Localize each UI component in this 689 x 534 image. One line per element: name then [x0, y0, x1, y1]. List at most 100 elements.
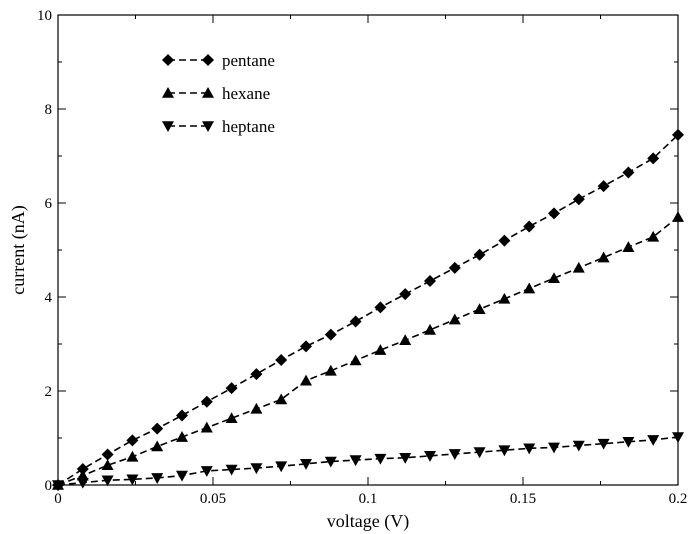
data-point-hexane — [597, 251, 610, 263]
series-pentane — [52, 128, 684, 491]
data-point-pentane — [498, 234, 511, 247]
data-point-hexane — [76, 469, 89, 481]
axis-tick-labels: 0 0.05 0.1 0.15 0.2 0 2 4 6 8 10 — [37, 8, 687, 507]
data-point-heptane — [52, 480, 64, 491]
data-point-hexane — [126, 450, 139, 462]
data-point-pentane — [622, 166, 635, 179]
legend-item-heptane: heptane — [162, 117, 275, 136]
y-tick-label: 4 — [45, 290, 53, 306]
legend-label: heptane — [222, 117, 275, 136]
series-hexane — [52, 211, 684, 490]
legend-marker — [202, 121, 214, 132]
data-point-heptane — [151, 473, 164, 484]
data-point-heptane — [200, 466, 213, 477]
y-tick-label: 0 — [45, 478, 53, 494]
data-point-hexane — [622, 241, 635, 252]
data-point-heptane — [572, 440, 585, 452]
data-point-pentane — [548, 207, 560, 220]
x-tick-label: 0.15 — [510, 491, 536, 507]
series-line-pentane — [57, 134, 679, 486]
data-point-pentane — [225, 382, 238, 395]
data-point-pentane — [473, 248, 486, 261]
data-point-hexane — [498, 292, 511, 304]
data-point-pentane — [374, 301, 387, 314]
series-line-heptane — [57, 436, 679, 486]
legend-item-pentane: pentane — [162, 51, 275, 70]
data-point-pentane — [250, 368, 263, 381]
legend-label: hexane — [222, 84, 270, 103]
data-point-heptane — [176, 470, 188, 482]
data-point-pentane — [300, 340, 312, 353]
data-point-hexane — [572, 261, 585, 273]
series-line-hexane — [57, 216, 679, 486]
data-point-hexane — [448, 313, 461, 325]
data-point-heptane — [622, 436, 635, 448]
data-point-heptane — [448, 449, 461, 460]
data-point-heptane — [473, 447, 486, 459]
data-point-heptane — [523, 443, 536, 455]
data-point-hexane — [324, 364, 337, 376]
series-layer — [52, 128, 684, 491]
data-point-pentane — [523, 220, 536, 233]
data-point-pentane — [176, 409, 188, 422]
legend: pentane hexane heptane — [162, 51, 275, 136]
data-point-pentane — [101, 448, 114, 461]
legend-label: pentane — [222, 51, 275, 70]
data-point-hexane — [300, 374, 312, 386]
data-point-heptane — [300, 459, 312, 470]
data-point-pentane — [324, 328, 337, 341]
data-point-hexane — [225, 412, 238, 424]
data-point-hexane — [151, 440, 164, 452]
data-point-hexane — [647, 230, 660, 242]
data-point-heptane — [597, 438, 610, 450]
data-point-heptane — [250, 463, 263, 475]
data-point-pentane — [424, 275, 436, 288]
data-point-hexane — [548, 272, 560, 283]
data-point-hexane — [275, 393, 288, 405]
legend-marker — [162, 87, 174, 98]
data-point-heptane — [374, 453, 387, 465]
legend-item-hexane: hexane — [162, 84, 270, 103]
x-tick-label: 0.1 — [359, 491, 378, 507]
data-point-heptane — [548, 442, 560, 454]
data-point-heptane — [399, 452, 412, 464]
data-point-hexane — [101, 459, 114, 471]
data-point-pentane — [76, 463, 89, 476]
data-point-pentane — [597, 180, 610, 193]
x-tick-label: 0 — [54, 491, 62, 507]
x-tick-label: 0.05 — [200, 491, 226, 507]
data-point-heptane — [275, 461, 288, 473]
data-point-pentane — [399, 288, 412, 301]
data-point-heptane — [76, 477, 89, 489]
data-point-pentane — [200, 395, 213, 408]
data-point-hexane — [424, 323, 436, 335]
data-point-hexane — [176, 431, 188, 442]
y-tick-label: 2 — [45, 384, 53, 400]
data-point-hexane — [473, 303, 486, 315]
legend-marker — [202, 54, 214, 66]
data-point-heptane — [349, 455, 362, 467]
data-point-pentane — [572, 193, 585, 206]
data-point-hexane — [200, 421, 213, 433]
data-point-hexane — [523, 282, 536, 294]
y-tick-label: 8 — [45, 102, 53, 118]
data-point-hexane — [672, 211, 684, 222]
data-point-pentane — [349, 315, 362, 328]
x-axis-label: voltage (V) — [327, 511, 409, 532]
data-point-pentane — [151, 422, 164, 435]
data-point-pentane — [647, 152, 660, 165]
data-point-hexane — [374, 344, 387, 355]
data-point-hexane — [250, 402, 263, 414]
data-point-heptane — [672, 432, 684, 444]
data-point-heptane — [101, 475, 114, 487]
data-point-pentane — [448, 261, 461, 274]
data-point-pentane — [672, 128, 684, 141]
y-tick-label: 10 — [37, 8, 52, 24]
plot-frame — [57, 14, 679, 486]
legend-marker — [202, 87, 214, 98]
y-tick-label: 6 — [45, 196, 53, 212]
data-point-heptane — [225, 464, 238, 476]
y-axis-label: current (nA) — [8, 205, 29, 294]
axis-ticks — [57, 14, 679, 486]
